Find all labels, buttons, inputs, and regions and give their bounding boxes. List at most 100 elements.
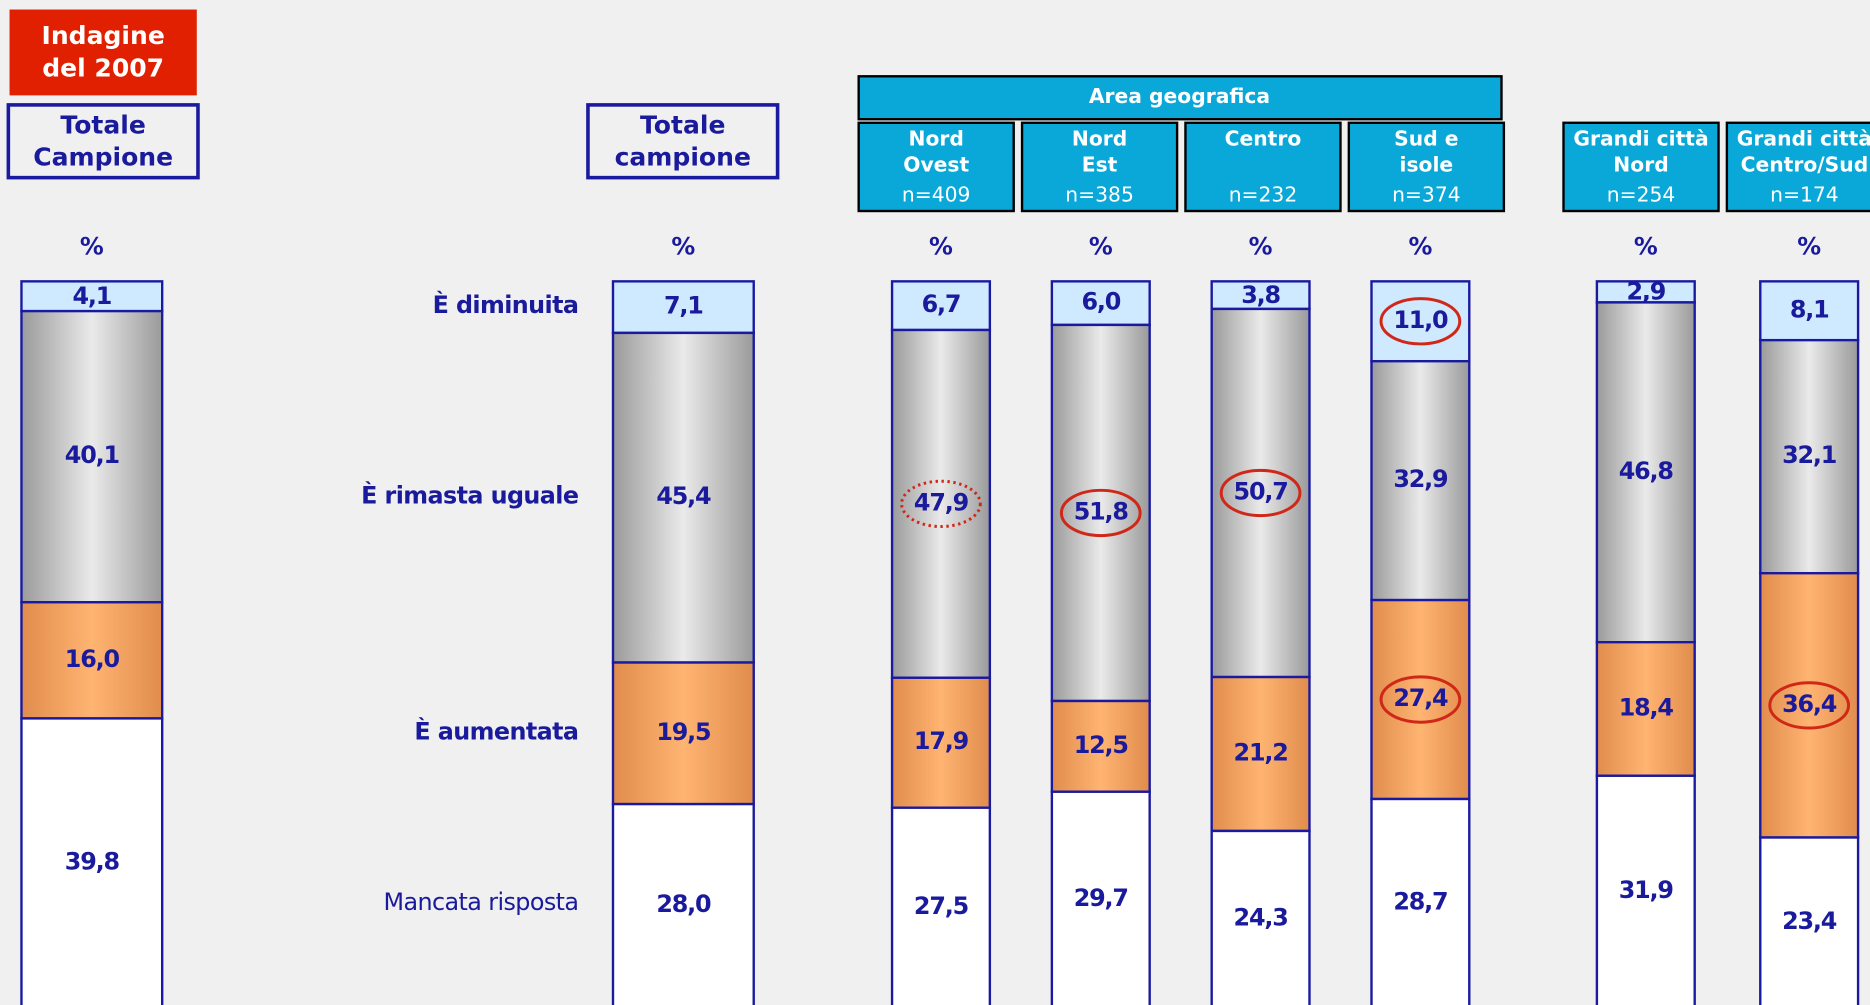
value-label: 27,4: [1393, 684, 1448, 712]
value-label: 23,4: [1782, 907, 1837, 935]
value-label: 6,7: [922, 290, 961, 318]
bar-segment: [1050, 790, 1151, 1005]
sample-size: n=374: [1392, 183, 1461, 208]
value-label: 32,1: [1782, 441, 1836, 469]
header-box: [1020, 121, 1179, 213]
value-label: 24,3: [1234, 904, 1288, 932]
header-content: Nord Ovest n=409: [859, 123, 1014, 211]
value-label: 27,5: [914, 892, 968, 920]
value-label: 21,2: [1234, 739, 1288, 767]
header-content: Nord Est n=385: [1022, 123, 1177, 211]
header: Centro n=232: [1224, 127, 1302, 208]
unit-label: %: [80, 232, 104, 260]
category-label: Nord Ovest: [903, 127, 970, 178]
sample-size: n=385: [1065, 183, 1134, 208]
category-label: Sud e isole: [1394, 127, 1459, 178]
bar-segment: [890, 806, 992, 1005]
highlight-circle: [1059, 488, 1142, 538]
bar-segment: [20, 280, 164, 313]
header-content: Totale campione: [588, 105, 778, 178]
bar-segment: [611, 331, 755, 664]
value-label: 46,8: [1619, 457, 1674, 485]
value-label: 28,0: [656, 890, 711, 918]
bar-segment: [1759, 836, 1860, 1005]
bar-segment: [1050, 323, 1151, 703]
value-label: 19,5: [656, 718, 710, 746]
header-content: Sud e isole n=374: [1349, 123, 1504, 211]
highlight-circle: [1379, 297, 1462, 346]
header-box: [1562, 121, 1720, 213]
bar-segment: [1370, 797, 1471, 1005]
header-box: [1184, 121, 1342, 213]
header-box: [857, 121, 1015, 213]
bar-segment: [611, 802, 755, 1005]
value-label: 32,9: [1393, 465, 1448, 493]
highlight-circle: [1219, 468, 1302, 518]
bar-segment: [1370, 360, 1471, 602]
value-label: 39,8: [65, 847, 120, 875]
value-label: 12,5: [1074, 731, 1128, 759]
bar-segment: [1210, 675, 1311, 833]
bar-segment: [1370, 280, 1471, 363]
category-label: Grandi città Nord: [1573, 127, 1709, 178]
value-label: 4,1: [73, 282, 112, 310]
series-label: È diminuita: [433, 291, 579, 319]
header-box: [1725, 121, 1870, 213]
category-label: Nord Est: [1071, 127, 1128, 178]
series-label: Mancata risposta: [384, 888, 579, 916]
unit-label: %: [1408, 232, 1432, 260]
unit-label: %: [1249, 232, 1273, 260]
value-label: 18,4: [1619, 693, 1674, 721]
value-label: 40,1: [65, 441, 119, 469]
value-label: 16,0: [65, 645, 120, 673]
unit-label: %: [1797, 232, 1821, 260]
header: Grandi città Centro/Sud n=174: [1727, 123, 1870, 211]
header-content: Grandi città Nord n=254: [1564, 123, 1719, 211]
badge-text: Indagine del 2007: [41, 21, 165, 83]
sample-size: n=254: [1606, 183, 1676, 208]
header-box: [586, 103, 780, 180]
value-label: 11,0: [1393, 306, 1448, 334]
header: Nord Est n=385: [1022, 123, 1177, 211]
unit-label: %: [671, 232, 695, 260]
highlight-circle: [1379, 675, 1462, 724]
header: Grandi città Nord n=254: [1564, 123, 1719, 211]
value-label: 36,4: [1782, 690, 1837, 718]
value-label: 31,9: [1619, 876, 1674, 904]
value-label: 45,4: [656, 482, 711, 510]
series-label: È rimasta uguale: [361, 482, 579, 510]
value-label: 6,0: [1081, 288, 1120, 316]
bar-segment: [1759, 572, 1860, 839]
value-label: 28,7: [1393, 888, 1447, 916]
category-label: Centro: [1224, 127, 1302, 152]
header: Totale campione: [588, 105, 778, 178]
bar-segment: [1050, 280, 1151, 327]
value-label: 2,9: [1626, 278, 1665, 306]
value-label: 17,9: [914, 727, 969, 755]
bar-segment: [890, 328, 992, 679]
unit-label: %: [1089, 232, 1113, 260]
badge: Indagine del 2007: [41, 21, 165, 83]
bar-segment: [1759, 338, 1860, 575]
sample-size: n=174: [1770, 183, 1839, 208]
unit-label: %: [1634, 232, 1658, 260]
group-box: [857, 75, 1503, 121]
value-label: 8,1: [1790, 295, 1829, 323]
sample-size: n=232: [1228, 183, 1298, 208]
series-label: È aumentata: [414, 718, 578, 746]
value-label: 50,7: [1234, 477, 1288, 505]
bar-segment: [20, 717, 164, 1005]
header: Totale Campione: [33, 110, 174, 172]
bar-segment: [1370, 598, 1471, 801]
category-label: Totale Campione: [33, 110, 174, 172]
bar-segment: [1759, 280, 1860, 342]
category-label: Grandi città Centro/Sud: [1736, 127, 1870, 178]
value-label: 29,7: [1074, 884, 1128, 912]
highlight-circle: [900, 479, 982, 529]
header-content: Grandi città Centro/Sud n=174: [1727, 123, 1870, 211]
group-label: Area geografica: [1089, 84, 1270, 108]
category-label: Totale campione: [614, 110, 751, 172]
header-box: [6, 103, 200, 180]
value-label: 51,8: [1074, 497, 1129, 525]
